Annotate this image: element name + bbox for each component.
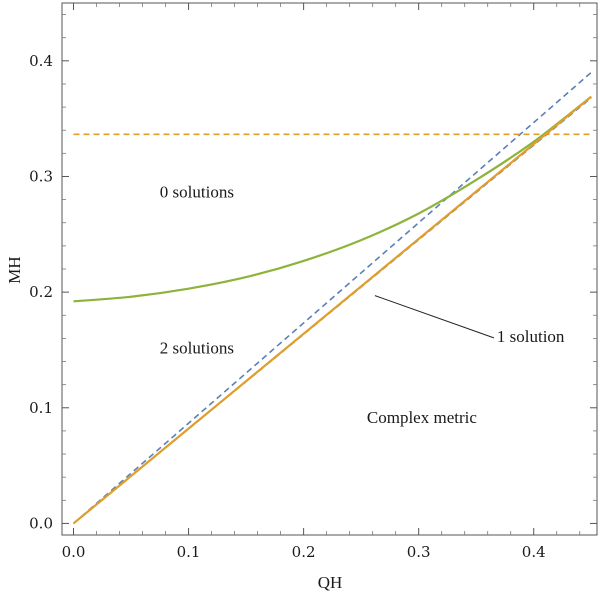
x-tick-label: 0.4 [522, 543, 546, 561]
y-tick-label: 0.3 [29, 167, 53, 185]
annotation-pointer [374, 295, 495, 339]
annotation-label: 1 solution [497, 327, 565, 346]
x-tick-label: 0.1 [177, 543, 201, 561]
x-axis-label: QH [318, 573, 343, 592]
x-tick-label: 0.2 [292, 543, 316, 561]
plot-frame [61, 2, 598, 536]
series-line [73, 95, 592, 303]
annotation-label: 0 solutions [160, 182, 234, 201]
y-tick-label: 0.2 [29, 283, 53, 301]
series-line [72, 71, 592, 525]
y-tick-label: 0.4 [29, 52, 53, 70]
x-tick-label: 0.0 [62, 543, 86, 561]
y-tick-label: 0.1 [29, 399, 53, 417]
tick-marks: 0.0 0.1 0.2 0.3 0.4 0.0 0.1 0.2 0.3 0.4 [29, 3, 597, 561]
annotation-label: Complex metric [367, 408, 477, 427]
series-group [72, 71, 592, 525]
y-axis-label: MH [5, 256, 24, 283]
series-line [72, 95, 592, 525]
y-tick-label: 0.0 [29, 514, 53, 532]
annotations: 0 solutions 2 solutions Complex metric 1 so… [160, 182, 565, 427]
x-tick-label: 0.3 [407, 543, 431, 561]
annotation-label: 2 solutions [160, 338, 234, 357]
